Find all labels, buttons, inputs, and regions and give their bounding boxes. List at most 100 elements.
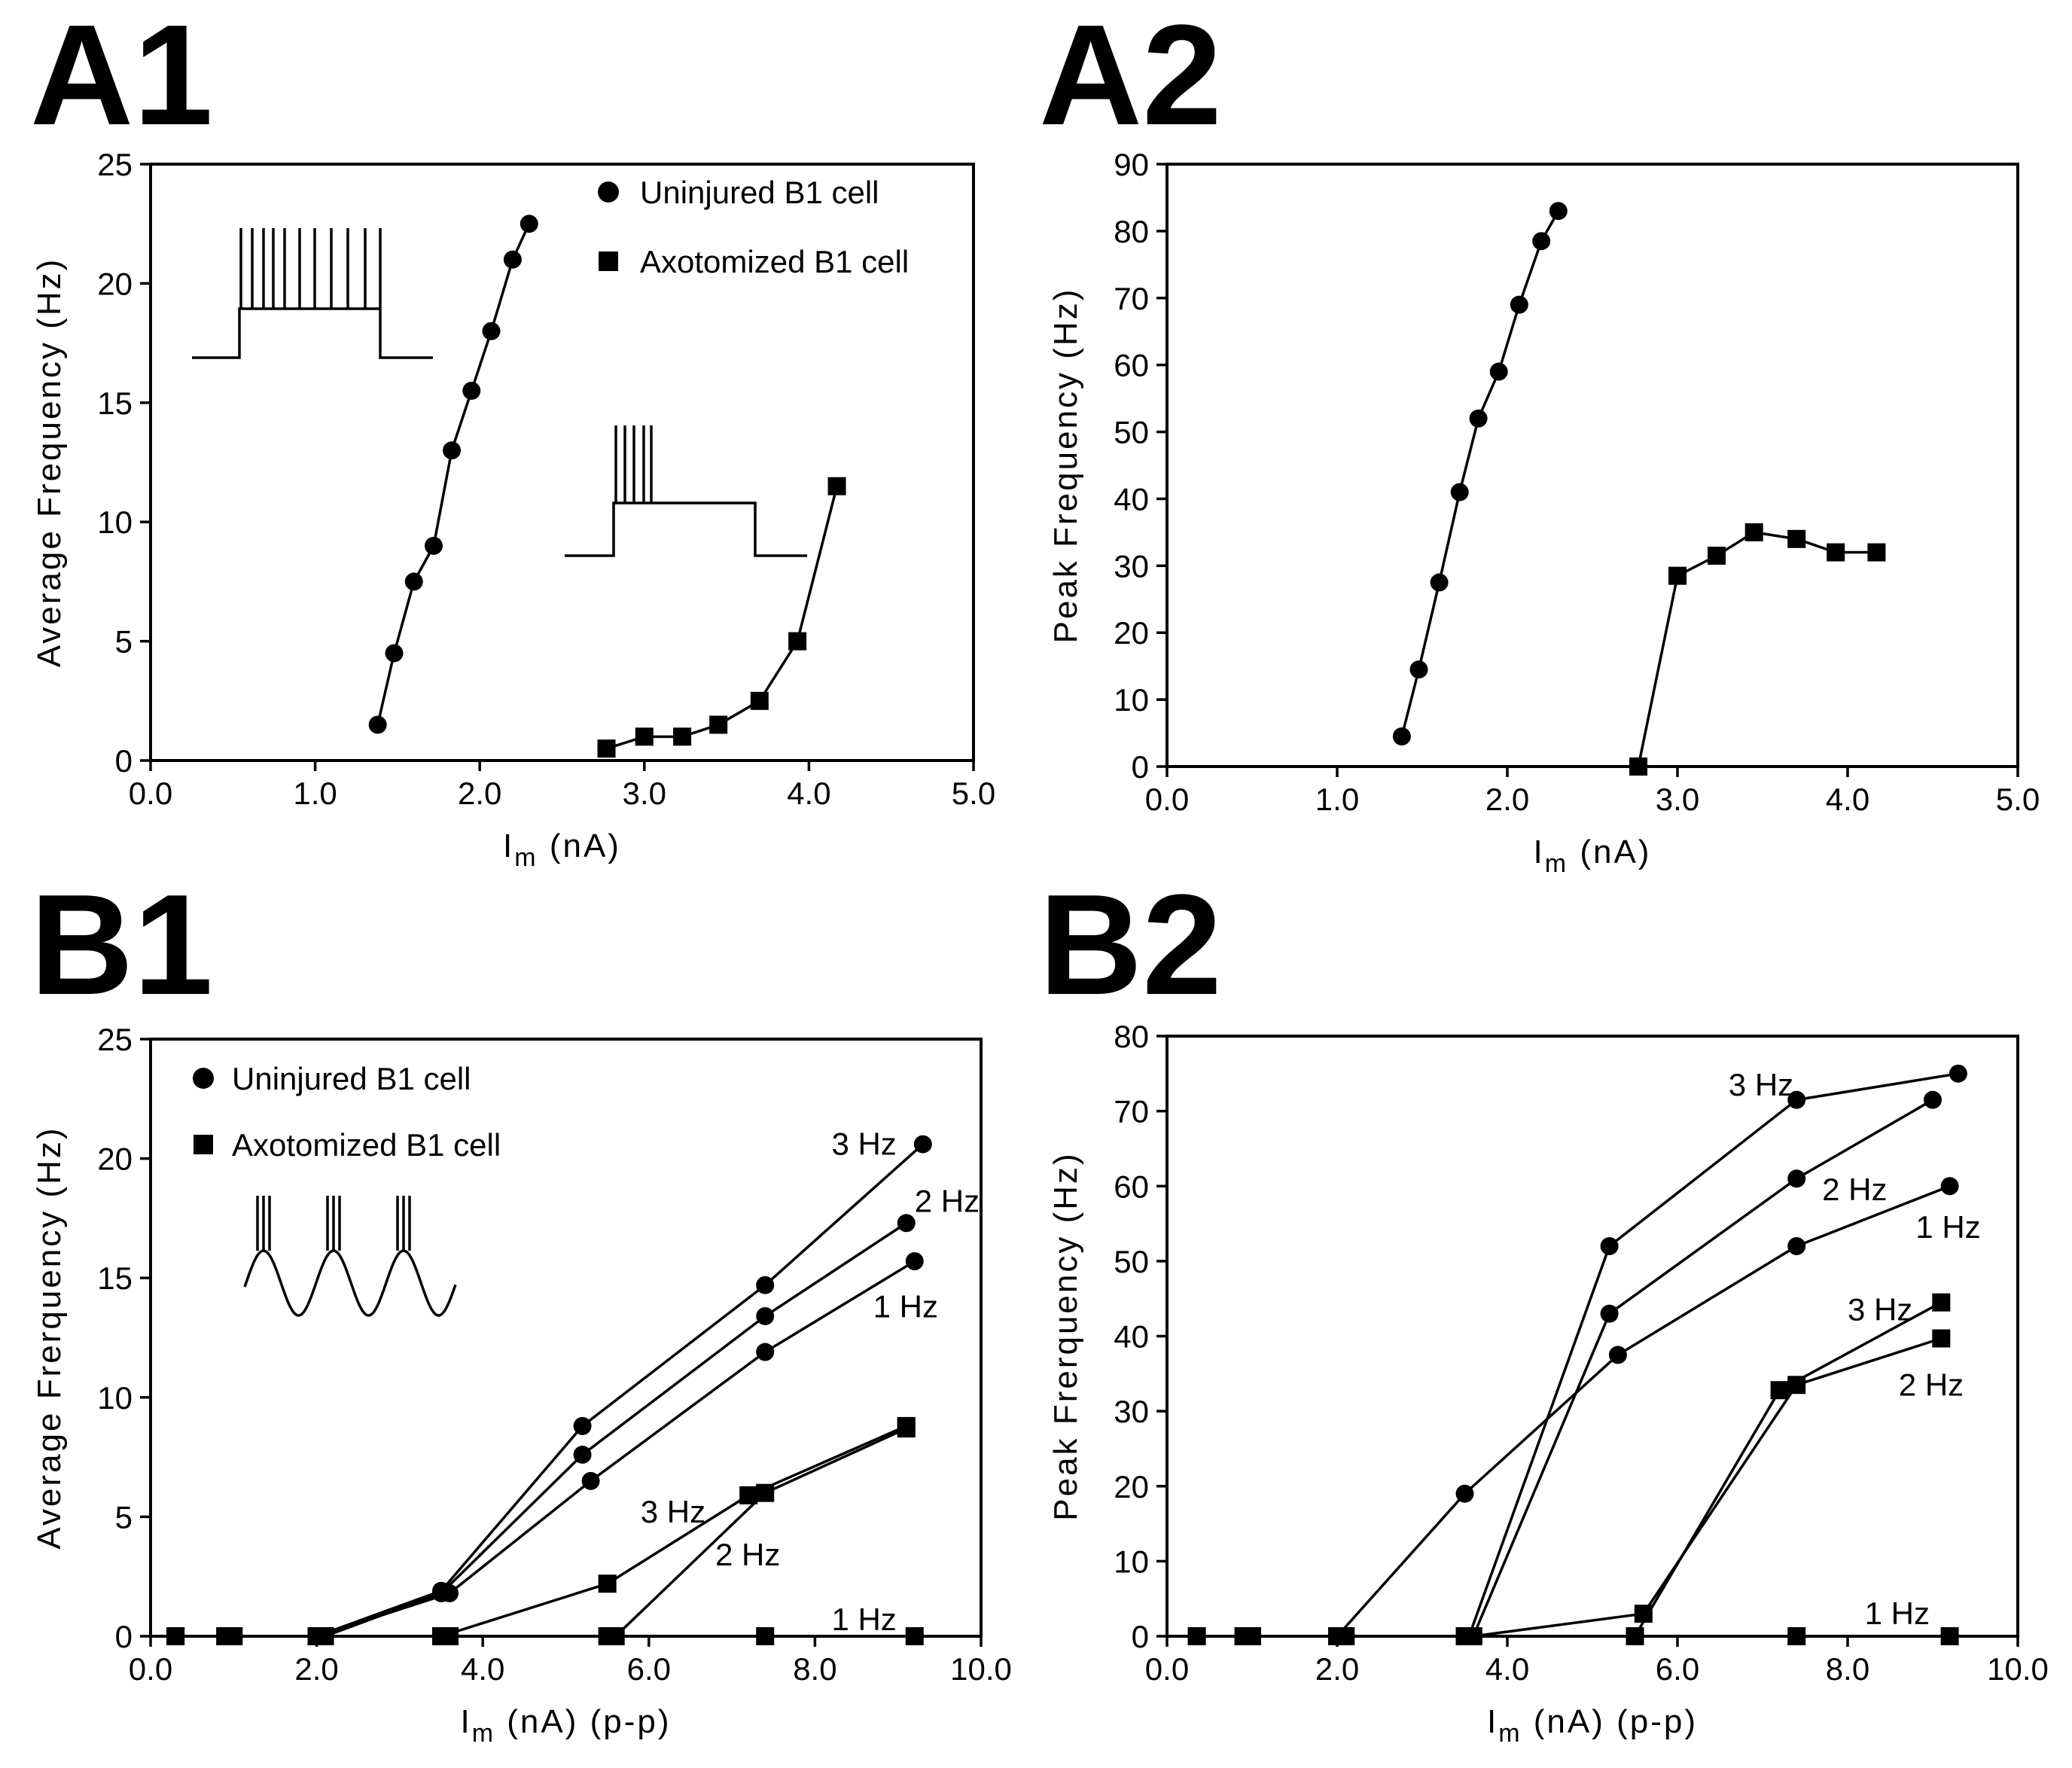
data-point-square [1932, 1293, 1951, 1312]
y-tick-label: 40 [1114, 1319, 1149, 1355]
legend-circle-marker [193, 1068, 214, 1089]
legend-square-marker [193, 1135, 213, 1154]
x-axis-title-unit: (nA) (p-p) [1522, 1703, 1698, 1740]
y-tick-label: 25 [97, 1022, 133, 1057]
data-point-circle [1450, 483, 1469, 501]
legend-label: Uninjured B1 cell [232, 1061, 471, 1096]
plot-frame [1166, 163, 2019, 768]
x-axis-title-main: I [460, 1703, 471, 1740]
series-annotation: 3 Hz [1729, 1067, 1793, 1102]
series-line [1400, 210, 1560, 737]
x-tick-label: 2.0 [1485, 782, 1529, 817]
data-point-circle [1600, 1304, 1619, 1323]
y-tick-label: 20 [1114, 615, 1149, 651]
legend-square-marker [599, 251, 618, 271]
x-axis-title-main: I [1487, 1703, 1498, 1740]
y-tick-label: 5 [115, 1499, 133, 1535]
data-point-square [788, 632, 807, 651]
series-annotation: 1 Hz [831, 1602, 896, 1637]
inset-trace-phasic-spikes [614, 425, 653, 503]
x-tick-label: 5.0 [952, 776, 995, 811]
x-axis-title-unit: (nA) [1568, 834, 1651, 870]
series-annotation: 1 Hz [873, 1288, 938, 1324]
series-line [175, 1260, 916, 1638]
data-point-square [1827, 543, 1845, 562]
inset-trace-sinusoid-spikes [256, 1196, 411, 1251]
x-tick-label: 3.0 [1656, 782, 1699, 817]
data-point-square [1668, 566, 1687, 585]
x-tick-label: 0.0 [129, 1651, 172, 1687]
data-point-square [635, 727, 654, 746]
data-point-square [597, 739, 616, 758]
data-point-square [1744, 523, 1763, 541]
data-point-square [1707, 547, 1726, 565]
data-point-square [1629, 757, 1648, 776]
y-tick-label: 10 [97, 1380, 133, 1416]
series-annotation: 3 Hz [641, 1494, 705, 1529]
x-axis-title-main: I [503, 828, 514, 864]
series-annotation: 3 Hz [1848, 1292, 1912, 1328]
x-tick-label: 5.0 [1996, 782, 2040, 817]
x-axis-title-unit: (nA) (p-p) [495, 1703, 671, 1740]
y-tick-label: 60 [1114, 1169, 1149, 1204]
y-tick-label: 50 [1114, 1244, 1149, 1279]
data-point-circle [1940, 1177, 1959, 1196]
data-point-square [750, 691, 769, 710]
data-point-square [1770, 1381, 1789, 1400]
series-annotation: 2 Hz [715, 1537, 780, 1572]
x-tick-label: 1.0 [293, 776, 337, 811]
x-axis-title-sub: m [1498, 1719, 1522, 1748]
data-point-circle [1392, 727, 1411, 745]
data-point-circle [1510, 295, 1528, 314]
x-tick-label: 4.0 [461, 1651, 504, 1687]
data-point-circle [520, 215, 538, 233]
y-tick-label: 15 [97, 386, 133, 421]
legend-circle-marker [598, 181, 619, 203]
y-tick-label: 80 [1114, 214, 1149, 249]
y-tick-label: 20 [1114, 1469, 1149, 1504]
series-line [175, 1425, 907, 1638]
y-axis-title: Peak Frerquency (Hz) [1047, 1151, 1084, 1520]
data-point-circle [1787, 1090, 1806, 1109]
x-axis-title: Im (nA) (p-p) [1487, 1703, 1698, 1748]
y-tick-label: 60 [1114, 348, 1149, 383]
panel-b2: B2 0.0 2.0 4.0 6.0 8.0 10.0 0 10 20 30 40 50 60 70 80 Im… [1039, 865, 2049, 1748]
data-point-square [1634, 1605, 1653, 1623]
y-tick-label: 30 [1114, 548, 1149, 584]
data-point-circle [756, 1343, 775, 1361]
data-point-circle [573, 1416, 592, 1435]
x-tick-label: 10.0 [950, 1651, 1012, 1687]
y-tick-label: 10 [97, 504, 133, 540]
data-point-circle [1409, 660, 1428, 679]
plot-frame [1166, 1035, 2019, 1638]
x-axis-title-sub: m [514, 843, 538, 872]
inset-trace-tonic [192, 307, 433, 359]
y-tick-label: 15 [97, 1260, 133, 1296]
data-point-circle [385, 644, 404, 663]
series-line [175, 1221, 907, 1638]
y-tick-label: 30 [1114, 1394, 1149, 1429]
x-tick-label: 2.0 [294, 1651, 338, 1687]
x-axis-title: Im (nA) [1534, 834, 1652, 878]
y-tick-label: 20 [97, 266, 133, 301]
data-point-square [1867, 543, 1886, 562]
data-point-square [1932, 1329, 1951, 1348]
data-point-circle [1430, 573, 1449, 592]
data-point-circle [581, 1471, 600, 1490]
x-axis-title-unit: (nA) [538, 828, 621, 864]
series-line [1196, 1184, 1951, 1638]
data-point-circle [1469, 409, 1488, 428]
data-point-square [1455, 1627, 1474, 1645]
x-tick-label: 8.0 [1826, 1651, 1869, 1687]
y-axis-title: Average Frequency (Hz) [31, 258, 68, 668]
data-point-square [905, 1627, 924, 1645]
data-point-square [432, 1627, 451, 1645]
y-tick-label: 0 [115, 743, 133, 779]
series-line [175, 1143, 924, 1638]
x-tick-label: 3.0 [623, 776, 666, 811]
y-axis-title: Average Frerquency (Hz) [31, 1126, 68, 1549]
series-annotation: 3 Hz [831, 1126, 896, 1162]
data-point-square [1940, 1627, 1959, 1645]
x-tick-label: 2.0 [1315, 1651, 1359, 1687]
data-point-square [1328, 1627, 1346, 1645]
